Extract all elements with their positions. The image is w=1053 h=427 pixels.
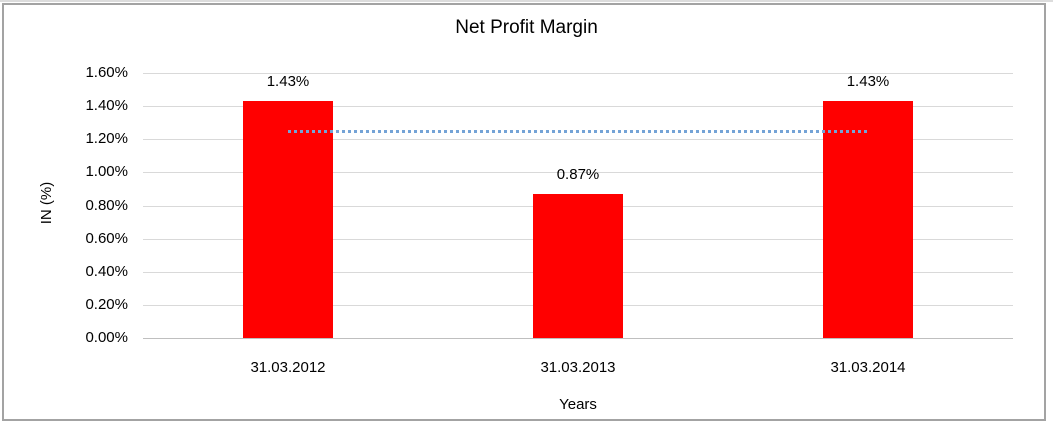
gridline (143, 139, 1013, 140)
x-axis-line (143, 338, 1013, 339)
trendline (288, 130, 868, 133)
gridline (143, 106, 1013, 107)
bar (533, 194, 623, 338)
bar-value-label: 1.43% (266, 73, 310, 90)
y-tick-label: 1.00% (85, 163, 128, 180)
chart-title: Net Profit Margin (455, 17, 598, 38)
y-tick-label: 0.00% (85, 329, 128, 346)
gridline (143, 73, 1013, 74)
window-top-edge (0, 0, 1053, 2)
y-tick-label: 1.20% (85, 130, 128, 147)
x-axis-title: Years (559, 396, 597, 413)
y-tick-label: 1.40% (85, 97, 128, 114)
bar-value-label: 0.87% (556, 166, 600, 183)
gridline (143, 172, 1013, 173)
y-tick-label: 0.80% (85, 197, 128, 214)
bar (823, 101, 913, 338)
y-tick-label: 0.20% (85, 296, 128, 313)
y-tick-label: 1.60% (85, 64, 128, 81)
bar (243, 101, 333, 338)
x-category-label: 31.03.2013 (540, 359, 616, 376)
x-category-label: 31.03.2014 (830, 359, 906, 376)
y-tick-label: 0.60% (85, 230, 128, 247)
y-tick-label: 0.40% (85, 263, 128, 280)
x-category-label: 31.03.2012 (250, 359, 326, 376)
bar-value-label: 1.43% (846, 73, 890, 90)
